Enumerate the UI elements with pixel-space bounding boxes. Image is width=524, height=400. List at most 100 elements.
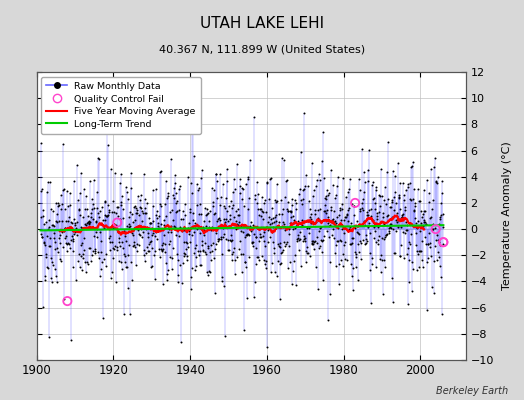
Point	[287, 209, 296, 216]
Point	[418, 264, 427, 270]
Point	[171, 180, 179, 186]
Point	[385, 224, 394, 230]
Point	[214, 236, 223, 243]
Point	[153, 236, 161, 242]
Point	[114, 258, 123, 264]
Point	[225, 247, 233, 254]
Point	[370, 227, 379, 234]
Point	[415, 248, 423, 254]
Point	[126, 310, 134, 317]
Point	[291, 206, 300, 212]
Point	[102, 251, 110, 257]
Point	[232, 217, 241, 224]
Point	[65, 224, 73, 231]
Point	[318, 249, 326, 255]
Point	[286, 208, 294, 214]
Point	[307, 219, 315, 226]
Point	[143, 200, 151, 207]
Point	[240, 223, 248, 229]
Point	[425, 240, 434, 246]
Point	[158, 247, 166, 253]
Point	[188, 114, 196, 120]
Point	[172, 208, 180, 215]
Point	[350, 202, 358, 209]
Point	[274, 240, 282, 247]
Point	[167, 229, 175, 236]
Point	[343, 211, 351, 218]
Point	[122, 264, 130, 270]
Point	[94, 210, 102, 216]
Point	[52, 218, 61, 225]
Point	[319, 236, 327, 243]
Point	[210, 254, 218, 261]
Point	[125, 221, 133, 227]
Point	[353, 218, 362, 224]
Point	[82, 269, 90, 275]
Point	[190, 153, 198, 159]
Point	[293, 235, 302, 242]
Point	[319, 129, 327, 136]
Point	[142, 226, 150, 232]
Point	[363, 238, 372, 244]
Point	[314, 206, 322, 213]
Point	[141, 209, 150, 216]
Point	[324, 214, 333, 220]
Point	[62, 218, 71, 224]
Point	[373, 212, 381, 219]
Point	[437, 274, 445, 280]
Point	[354, 230, 362, 236]
Point	[90, 177, 98, 183]
Point	[302, 259, 310, 265]
Point	[300, 236, 308, 242]
Point	[177, 215, 185, 222]
Point	[169, 192, 177, 198]
Point	[328, 217, 336, 223]
Point	[152, 215, 161, 222]
Point	[242, 231, 250, 238]
Point	[330, 218, 338, 225]
Point	[131, 202, 139, 209]
Point	[149, 230, 158, 236]
Point	[300, 233, 308, 240]
Point	[39, 213, 48, 219]
Point	[40, 277, 49, 284]
Point	[361, 222, 369, 228]
Point	[401, 186, 410, 193]
Point	[162, 178, 170, 184]
Point	[208, 184, 216, 191]
Point	[422, 221, 430, 228]
Point	[270, 214, 279, 220]
Point	[62, 233, 70, 239]
Point	[429, 226, 438, 232]
Point	[403, 301, 412, 308]
Point	[104, 201, 113, 208]
Point	[150, 226, 159, 233]
Point	[200, 226, 208, 233]
Point	[221, 333, 230, 339]
Point	[419, 211, 427, 217]
Point	[45, 334, 53, 340]
Point	[158, 241, 167, 248]
Point	[140, 252, 148, 258]
Point	[384, 196, 392, 202]
Point	[255, 256, 264, 263]
Point	[382, 232, 390, 238]
Point	[46, 235, 54, 241]
Point	[341, 214, 349, 220]
Point	[161, 249, 169, 256]
Point	[410, 208, 418, 214]
Point	[214, 216, 222, 222]
Point	[155, 225, 163, 232]
Point	[188, 232, 196, 238]
Point	[277, 196, 286, 203]
Point	[160, 217, 168, 223]
Point	[67, 337, 75, 343]
Point	[390, 250, 398, 256]
Point	[228, 249, 237, 255]
Point	[363, 209, 371, 216]
Point	[192, 181, 201, 187]
Point	[316, 176, 325, 183]
Point	[407, 197, 415, 203]
Point	[43, 225, 52, 232]
Point	[49, 208, 58, 214]
